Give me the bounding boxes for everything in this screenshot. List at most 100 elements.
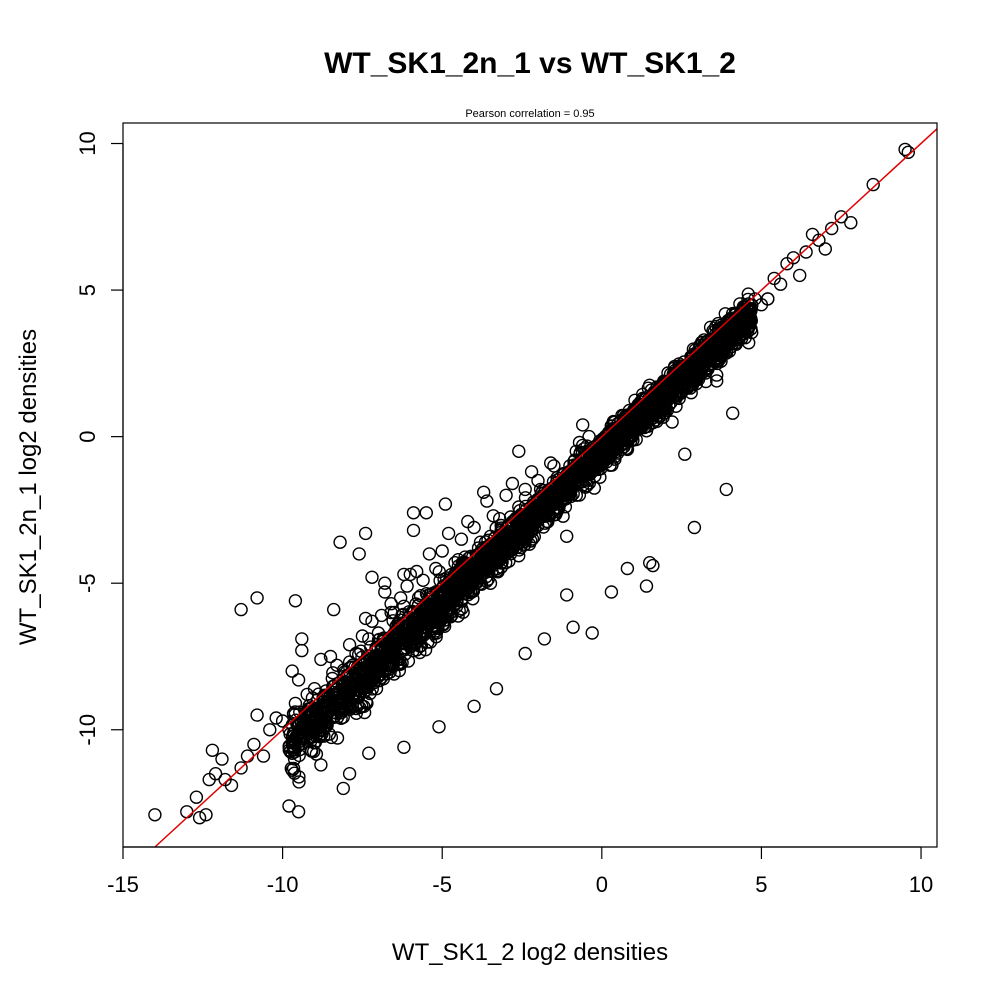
cloud-point [509, 529, 523, 543]
data-point [572, 435, 587, 450]
data-point [595, 441, 609, 456]
data-point [690, 371, 705, 385]
data-point [652, 380, 666, 394]
cloud-point [388, 649, 402, 663]
data-point [384, 597, 398, 611]
cloud-point [479, 552, 493, 566]
data-point [518, 482, 532, 497]
data-point [524, 465, 539, 479]
data-point [898, 142, 912, 157]
cloud-point [285, 729, 300, 743]
reference-line [154, 128, 938, 848]
data-point [371, 626, 386, 640]
cloud-point [285, 763, 299, 777]
data-point [448, 556, 462, 570]
cloud-point [402, 637, 416, 651]
cloud-point [503, 529, 517, 543]
cloud-point [578, 463, 592, 477]
cloud-point [520, 512, 534, 526]
cloud-point [292, 775, 306, 789]
data-point [684, 386, 698, 400]
cloud-point [360, 696, 374, 710]
data-point [834, 210, 848, 224]
cloud-point [349, 701, 363, 716]
data-point [716, 342, 730, 356]
data-point [307, 682, 322, 696]
data-point [419, 506, 433, 520]
data-point [406, 523, 421, 538]
cloud-point [344, 684, 358, 698]
data-point [394, 591, 408, 605]
data-point [342, 767, 357, 781]
cloud-point [741, 287, 755, 301]
data-point [614, 438, 628, 453]
data-point [623, 421, 638, 435]
cloud-point [343, 702, 357, 716]
data-point [582, 429, 596, 444]
data-point [314, 652, 328, 667]
data-point [719, 482, 733, 497]
data-point [441, 526, 456, 541]
cloud-point [343, 668, 358, 682]
data-point [180, 805, 194, 819]
cloud-point [501, 545, 516, 559]
data-point [314, 758, 328, 772]
data-point [499, 488, 513, 502]
cloud-point [450, 594, 464, 608]
cloud-point [610, 446, 625, 460]
x-axis: -15 -10 -5 0 5 10 [107, 846, 933, 897]
data-point [773, 277, 788, 291]
cloud-point [367, 670, 381, 685]
y-tick-label: -10 [75, 714, 100, 746]
cloud-point [426, 619, 440, 633]
x-tick-label: 10 [909, 872, 933, 897]
data-point [355, 629, 370, 643]
cloud-point [544, 488, 558, 502]
cloud-point [433, 588, 447, 602]
cloud-point [358, 674, 372, 688]
data-point [234, 602, 248, 617]
cloud-point [518, 491, 533, 505]
data-point [761, 292, 775, 306]
data-point [336, 781, 350, 796]
data-point [467, 520, 481, 535]
data-point [454, 532, 469, 546]
data-point [285, 664, 299, 678]
data-point [901, 145, 915, 160]
data-point [397, 567, 411, 582]
y-tick-label: -5 [75, 573, 100, 593]
data-point [489, 682, 504, 696]
data-point [722, 324, 737, 338]
cloud-point [399, 631, 414, 645]
data-point [576, 438, 590, 453]
data-point [703, 356, 718, 371]
data-point [726, 406, 740, 420]
cloud-point [726, 306, 740, 321]
data-point [793, 268, 807, 283]
data-point [480, 494, 494, 508]
data-point [585, 626, 599, 640]
data-point [288, 696, 303, 711]
data-point [256, 749, 271, 763]
cloud-point [322, 727, 337, 741]
data-point [528, 520, 542, 535]
data-point [659, 400, 673, 414]
data-point [451, 553, 465, 567]
cloud-point [444, 610, 458, 624]
data-point [697, 333, 711, 347]
cloud-point [590, 454, 604, 468]
cloud-point [656, 402, 670, 417]
reference-line-layer [154, 128, 938, 848]
data-points [148, 142, 915, 825]
cloud-point [474, 577, 489, 591]
data-point [365, 570, 379, 584]
cloud-point [695, 335, 709, 349]
chart-subtitle: Pearson correlation = 0.95 [465, 108, 594, 120]
data-point [378, 585, 392, 599]
data-point [639, 424, 654, 438]
y-axis: -10 -5 0 5 10 [75, 131, 124, 746]
cloud-point [341, 688, 355, 702]
cloud-point [463, 569, 477, 583]
cloud-point [328, 700, 343, 714]
cloud-point [356, 657, 371, 671]
